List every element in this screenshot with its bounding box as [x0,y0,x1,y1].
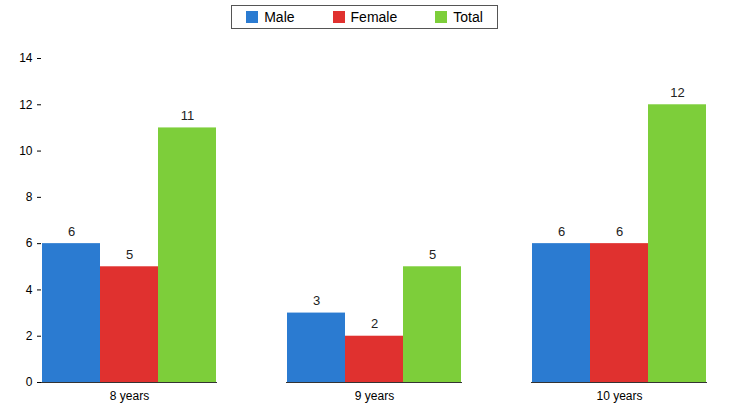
svg-text:0: 0 [26,375,33,389]
svg-text:9 years: 9 years [355,389,394,403]
html-text:Male: Male [264,9,295,25]
svg-text:10: 10 [19,144,33,158]
svg-text:14: 14 [19,51,33,65]
svg-text:5: 5 [429,247,436,262]
svg-text:12: 12 [670,85,684,100]
svg-text:11: 11 [181,108,195,123]
svg-text:4: 4 [26,283,33,297]
svg-text:10 years: 10 years [596,389,642,403]
svg-text:12: 12 [19,98,33,112]
html-text:Total: Total [453,9,483,25]
svg-text:2: 2 [371,316,378,331]
svg-text:2: 2 [26,329,33,343]
svg-text:8: 8 [26,190,33,204]
svg-text:6: 6 [68,224,75,239]
svg-text:8 years: 8 years [110,389,149,403]
svg-text:3: 3 [313,293,320,308]
svg-text:6: 6 [26,236,33,250]
svg-text:6: 6 [616,224,623,239]
svg-text:5: 5 [126,247,133,262]
html-text:Female: Female [350,9,398,25]
svg-text:6: 6 [558,224,565,239]
